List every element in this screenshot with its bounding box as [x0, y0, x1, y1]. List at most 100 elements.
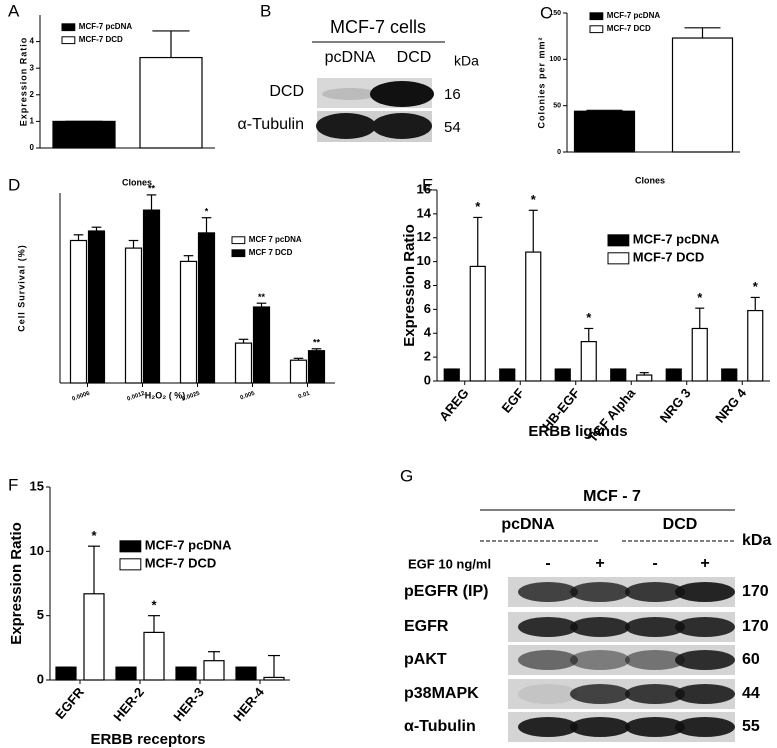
- bar: [443, 368, 460, 382]
- y-tick-label: 0: [424, 372, 431, 387]
- legend-swatch: [589, 12, 604, 21]
- group-label: DCD: [663, 516, 698, 533]
- blot-band: [518, 684, 578, 704]
- y-tick-label: 4: [30, 37, 35, 46]
- blot-band: [625, 684, 685, 704]
- y-tick-label: 100: [549, 56, 561, 63]
- bar: [83, 593, 105, 681]
- bar: [747, 309, 764, 382]
- bar: [124, 247, 143, 384]
- legend-swatch: [61, 23, 76, 32]
- bar: [143, 631, 165, 681]
- bar: [691, 327, 708, 382]
- blot-band: [370, 81, 434, 107]
- x-axis-label: ERBB receptors: [90, 731, 205, 748]
- legend-label: MCF-7 DCD: [145, 555, 217, 570]
- legend-swatch: [119, 558, 142, 571]
- bar: [721, 368, 738, 382]
- blot-band: [625, 650, 685, 670]
- lane-label: pcDNA: [325, 49, 376, 66]
- y-tick-label: 3: [30, 63, 35, 72]
- significance: **: [313, 338, 321, 348]
- significance: *: [205, 206, 209, 216]
- row-label: EGFR: [404, 618, 449, 635]
- lane-label: +: [700, 555, 709, 572]
- row-label: p38MAPK: [404, 685, 479, 702]
- blot-band: [372, 113, 432, 139]
- y-tick-label: 0: [37, 671, 44, 686]
- x-tick-label: 0.005: [240, 390, 257, 401]
- lane-label: -: [652, 555, 657, 572]
- blot-band: [322, 88, 378, 100]
- y-tick-label: 2: [424, 349, 431, 364]
- blot-band: [518, 717, 578, 737]
- y-axis-label: Colonies per mm²: [536, 36, 546, 128]
- y-tick-label: 1: [30, 117, 35, 126]
- significance: *: [151, 597, 157, 612]
- blot-band: [625, 617, 685, 637]
- significance: *: [531, 192, 537, 207]
- bar: [197, 232, 216, 384]
- size-label: 55: [742, 718, 760, 735]
- size-label: 170: [742, 618, 769, 635]
- significance: *: [697, 290, 703, 305]
- panel-label: B: [260, 1, 271, 20]
- bar: [55, 666, 77, 681]
- legend-label: MCF-7 DCD: [633, 249, 705, 264]
- panel-label: F: [8, 475, 18, 494]
- bar: [52, 120, 116, 149]
- x-tick-label: NRG 3: [657, 385, 694, 425]
- blot-band: [570, 717, 630, 737]
- x-axis-label: H₂O₂ ( %): [145, 390, 186, 400]
- blot-title: MCF-7 cells: [330, 17, 426, 37]
- y-tick-label: 5: [37, 607, 44, 622]
- legend-label: MCF 7 DCD: [249, 248, 293, 257]
- row-label: pAKT: [404, 651, 447, 668]
- panel-label: A: [8, 1, 20, 20]
- size-label: 54: [444, 119, 461, 136]
- y-tick-label: 8: [424, 277, 431, 292]
- bar: [289, 359, 308, 384]
- lane-label: -: [545, 555, 550, 572]
- bar: [610, 368, 627, 382]
- y-axis-label: Cell Survival (%): [16, 244, 26, 332]
- legend-swatch: [589, 25, 604, 34]
- row-label: α-Tubulin: [238, 116, 304, 133]
- significance: **: [148, 184, 156, 194]
- panel-label: G: [400, 466, 413, 485]
- legend-swatch: [607, 234, 630, 247]
- significance: *: [753, 279, 759, 294]
- legend-label: MCF-7 DCD: [79, 35, 123, 44]
- blot-band: [570, 617, 630, 637]
- significance: *: [586, 310, 592, 325]
- y-tick-label: 10: [30, 543, 44, 558]
- bar: [115, 666, 137, 681]
- legend-swatch: [607, 252, 630, 265]
- bar: [554, 368, 571, 382]
- panel-label: C: [540, 3, 552, 22]
- bar: [573, 110, 636, 153]
- bar: [469, 265, 486, 382]
- y-axis-label: Expression Ratio: [8, 522, 25, 645]
- bar: [499, 368, 516, 382]
- y-tick-label: 14: [417, 205, 432, 220]
- bar: [580, 341, 597, 382]
- blot-b: B MCF-7 cells pcDNA DCD kDa DCD 16 α-Tub…: [238, 1, 479, 142]
- x-tick-label: HER-2: [110, 684, 147, 724]
- size-label: 60: [742, 651, 760, 668]
- y-tick-label: 10: [417, 253, 431, 268]
- y-tick-label: 2: [30, 90, 35, 99]
- size-label: 44: [742, 685, 760, 702]
- treatment-label: EGF 10 ng/ml: [408, 556, 491, 571]
- x-tick-label: EGFR: [52, 684, 87, 722]
- legend-label: MCF 7 pcDNA: [249, 235, 302, 244]
- bar: [69, 239, 88, 384]
- x-tick-label: EGF: [499, 385, 528, 415]
- lane-label: +: [595, 555, 604, 572]
- lane-label: DCD: [397, 49, 432, 66]
- bar: [142, 209, 161, 384]
- group-label: pcDNA: [501, 516, 555, 533]
- blot-band: [570, 650, 630, 670]
- blot-band: [625, 717, 685, 737]
